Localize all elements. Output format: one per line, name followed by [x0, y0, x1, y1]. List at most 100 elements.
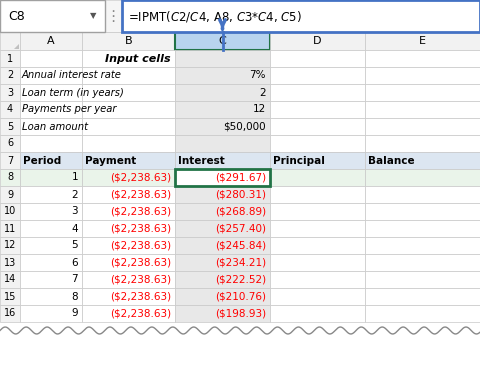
Bar [270, 32, 365, 50]
Bar [175, 237, 270, 254]
Bar [365, 50, 480, 67]
Text: 5: 5 [7, 121, 13, 131]
Text: ($2,238.63): ($2,238.63) [110, 206, 171, 216]
Text: D: D [313, 36, 322, 46]
Bar [175, 84, 270, 101]
Text: 2: 2 [259, 87, 266, 98]
Bar [270, 254, 365, 271]
Bar [175, 32, 270, 50]
Bar [270, 305, 365, 322]
Bar [82, 237, 175, 254]
Text: ($2,238.63): ($2,238.63) [110, 308, 171, 319]
Bar [365, 186, 480, 203]
Text: 2: 2 [72, 190, 78, 200]
Bar [0, 254, 20, 271]
Bar [82, 169, 175, 186]
Bar [122, 0, 480, 32]
Bar [82, 32, 175, 50]
Text: 4: 4 [7, 105, 13, 115]
Bar [175, 186, 270, 203]
Bar [365, 84, 480, 101]
Bar [175, 254, 270, 271]
Text: Payment: Payment [85, 155, 136, 165]
Text: ($210.76): ($210.76) [215, 291, 266, 301]
Bar [270, 288, 365, 305]
Text: 8: 8 [72, 291, 78, 301]
Bar [20, 271, 82, 288]
Bar [270, 135, 365, 152]
Bar [20, 50, 82, 67]
Bar [365, 32, 480, 50]
Bar [82, 84, 175, 101]
Bar [365, 237, 480, 254]
Bar [365, 118, 480, 135]
Bar [20, 84, 82, 101]
Bar [175, 288, 270, 305]
Bar [20, 254, 82, 271]
Text: 5: 5 [72, 241, 78, 250]
Bar [175, 67, 270, 84]
Text: 4: 4 [72, 224, 78, 234]
Text: ($257.40): ($257.40) [215, 224, 266, 234]
Text: 9: 9 [72, 308, 78, 319]
Bar [20, 118, 82, 135]
Bar [0, 169, 20, 186]
Text: ($222.52): ($222.52) [215, 275, 266, 285]
Bar [0, 84, 20, 101]
Bar [0, 67, 20, 84]
Bar [270, 237, 365, 254]
Text: C8: C8 [8, 10, 25, 23]
Text: 16: 16 [4, 308, 16, 319]
Bar [82, 118, 175, 135]
Text: =IPMT($C$2/$C$4, A8, $C$3*$C$4, $C$5): =IPMT($C$2/$C$4, A8, $C$3*$C$4, $C$5) [128, 8, 302, 23]
Text: E: E [419, 36, 426, 46]
Text: 6: 6 [72, 257, 78, 267]
Text: ($2,238.63): ($2,238.63) [110, 172, 171, 183]
Bar [20, 305, 82, 322]
Text: 6: 6 [7, 139, 13, 149]
Bar [20, 135, 82, 152]
Text: ($2,238.63): ($2,238.63) [110, 275, 171, 285]
Text: ($2,238.63): ($2,238.63) [110, 224, 171, 234]
Text: A: A [47, 36, 55, 46]
Bar [20, 169, 82, 186]
Text: Loan amount: Loan amount [22, 121, 88, 131]
Bar [0, 186, 20, 203]
Text: Loan term (in years): Loan term (in years) [22, 87, 124, 98]
Bar [82, 220, 175, 237]
Text: ($280.31): ($280.31) [215, 190, 266, 200]
Bar [270, 220, 365, 237]
Text: 14: 14 [4, 275, 16, 285]
Bar [175, 152, 270, 169]
Bar [82, 203, 175, 220]
Bar [365, 152, 480, 169]
Bar [175, 101, 270, 118]
Bar [20, 32, 82, 50]
Text: Input cells: Input cells [106, 54, 171, 64]
Bar [270, 203, 365, 220]
Bar [82, 135, 175, 152]
Bar [175, 118, 270, 135]
Bar [0, 0, 480, 32]
Text: ($2,238.63): ($2,238.63) [110, 257, 171, 267]
Bar [0, 220, 20, 237]
Text: 2: 2 [7, 70, 13, 80]
Bar [82, 67, 175, 84]
Bar [0, 203, 20, 220]
Text: 3: 3 [7, 87, 13, 98]
Bar [175, 220, 270, 237]
Text: 7: 7 [72, 275, 78, 285]
Bar [270, 152, 365, 169]
Text: ▼: ▼ [90, 11, 96, 21]
Bar [0, 288, 20, 305]
Bar [365, 67, 480, 84]
Text: 11: 11 [4, 224, 16, 234]
Bar [0, 237, 20, 254]
Bar [82, 101, 175, 118]
Bar [0, 32, 20, 50]
Bar [270, 84, 365, 101]
Text: ($2,238.63): ($2,238.63) [110, 291, 171, 301]
Bar [365, 288, 480, 305]
Bar [270, 67, 365, 84]
Bar [175, 169, 270, 186]
